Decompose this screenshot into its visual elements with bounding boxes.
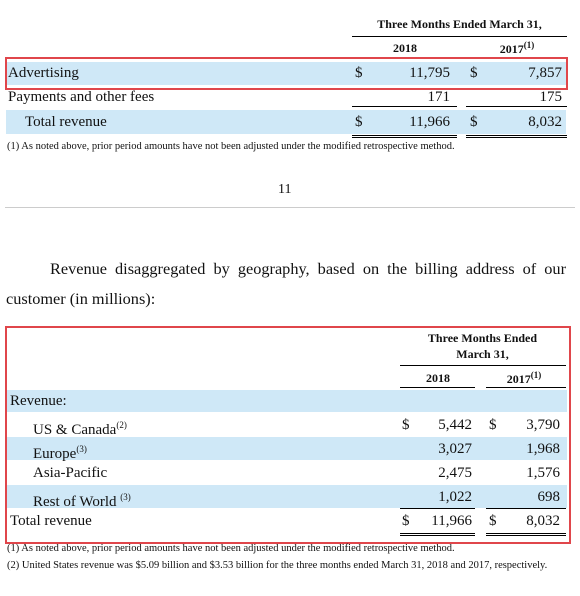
text: (1) [523, 40, 535, 50]
value: 11,966 [431, 513, 472, 529]
text: 2018 [426, 371, 450, 385]
value: 3,027 [438, 441, 472, 457]
table-header: March 31, [456, 347, 509, 361]
currency: $ [489, 513, 497, 529]
section-label: Revenue: [10, 393, 67, 409]
value: 11,966 [409, 114, 450, 130]
value: 1,576 [526, 465, 560, 481]
text: (1) [530, 370, 542, 380]
text: Europe [33, 446, 77, 462]
value: 11,795 [409, 65, 450, 81]
value: 1,968 [526, 441, 560, 457]
currency: $ [355, 65, 363, 81]
row-label: Rest of World (3) [33, 486, 131, 513]
year: 2017(1) [487, 40, 547, 57]
year: 2018 [375, 41, 435, 56]
table-header: Three Months Ended [427, 331, 538, 345]
text: 2017 [506, 372, 531, 386]
value: 175 [539, 89, 563, 105]
page-number: 11 [278, 182, 292, 197]
highlight-box [5, 326, 571, 544]
text: Rest of World [33, 494, 121, 510]
paragraph: Revenue disaggregated by geography, base… [6, 259, 566, 308]
value: 2,475 [438, 465, 472, 481]
currency: $ [402, 513, 410, 529]
text: (3) [76, 444, 87, 454]
text: US & Canada [33, 422, 117, 438]
value: 1,022 [438, 489, 472, 505]
row-label: Europe(3) [33, 438, 87, 465]
text: 2018 [393, 41, 417, 55]
year: 2018 [408, 371, 468, 386]
row-label: Payments and other fees [8, 89, 155, 105]
value: 8,032 [526, 513, 560, 529]
currency: $ [402, 417, 410, 433]
value: 698 [537, 489, 561, 505]
year: 2017(1) [494, 370, 554, 387]
currency: $ [470, 65, 478, 81]
text: (3) [120, 492, 131, 502]
text: 2017 [499, 42, 524, 56]
row-label: Asia-Pacific [33, 465, 108, 481]
row-label: Advertising [8, 65, 79, 81]
row-label: Total revenue [25, 114, 107, 130]
value: 5,442 [438, 417, 472, 433]
value: 171 [427, 89, 451, 105]
value: 7,857 [528, 65, 562, 81]
value: 8,032 [528, 114, 562, 130]
highlight-box [5, 57, 568, 90]
row-label: US & Canada(2) [33, 414, 127, 441]
currency: $ [489, 417, 497, 433]
footnote: (1) As noted above, prior period amounts… [7, 543, 455, 554]
footnote: (2) United States revenue was $5.09 bill… [7, 560, 548, 571]
footnote: (1) As noted above, prior period amounts… [7, 141, 455, 152]
row-label: Total revenue [10, 513, 92, 529]
value: 3,790 [526, 417, 560, 433]
text: (2) [116, 420, 127, 430]
table-header: Three Months Ended March 31, [377, 17, 542, 31]
currency: $ [470, 114, 478, 130]
currency: $ [355, 114, 363, 130]
